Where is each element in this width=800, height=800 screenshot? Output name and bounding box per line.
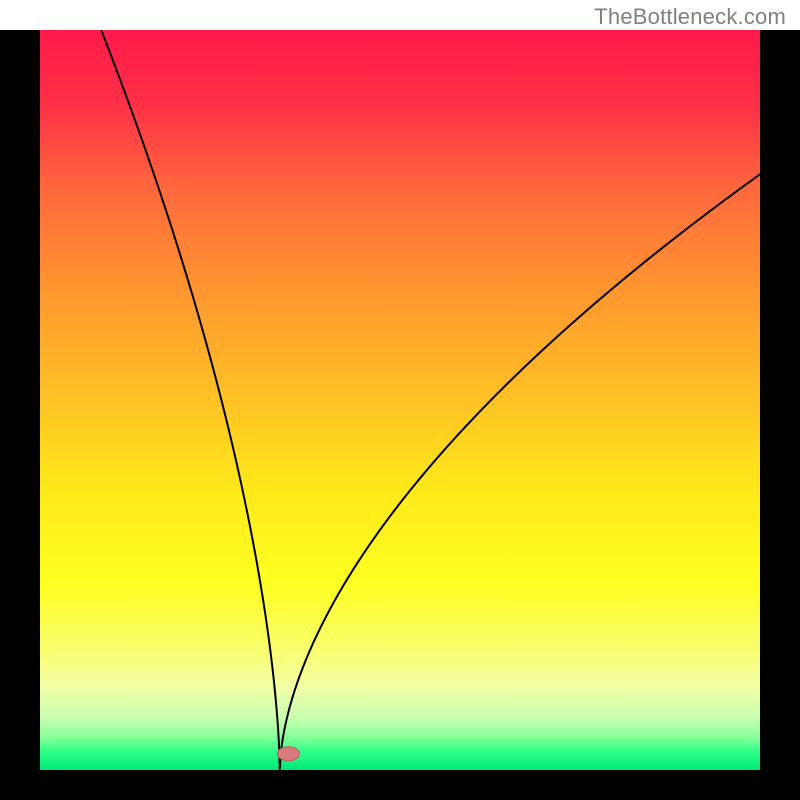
chart-svg xyxy=(0,0,800,800)
plot-background xyxy=(40,30,760,770)
optimal-point-marker xyxy=(277,747,299,761)
frame-edge xyxy=(0,30,40,800)
frame-edge xyxy=(0,770,800,800)
frame-edge xyxy=(760,30,800,800)
bottleneck-chart: TheBottleneck.com xyxy=(0,0,800,800)
watermark-text: TheBottleneck.com xyxy=(594,4,786,30)
